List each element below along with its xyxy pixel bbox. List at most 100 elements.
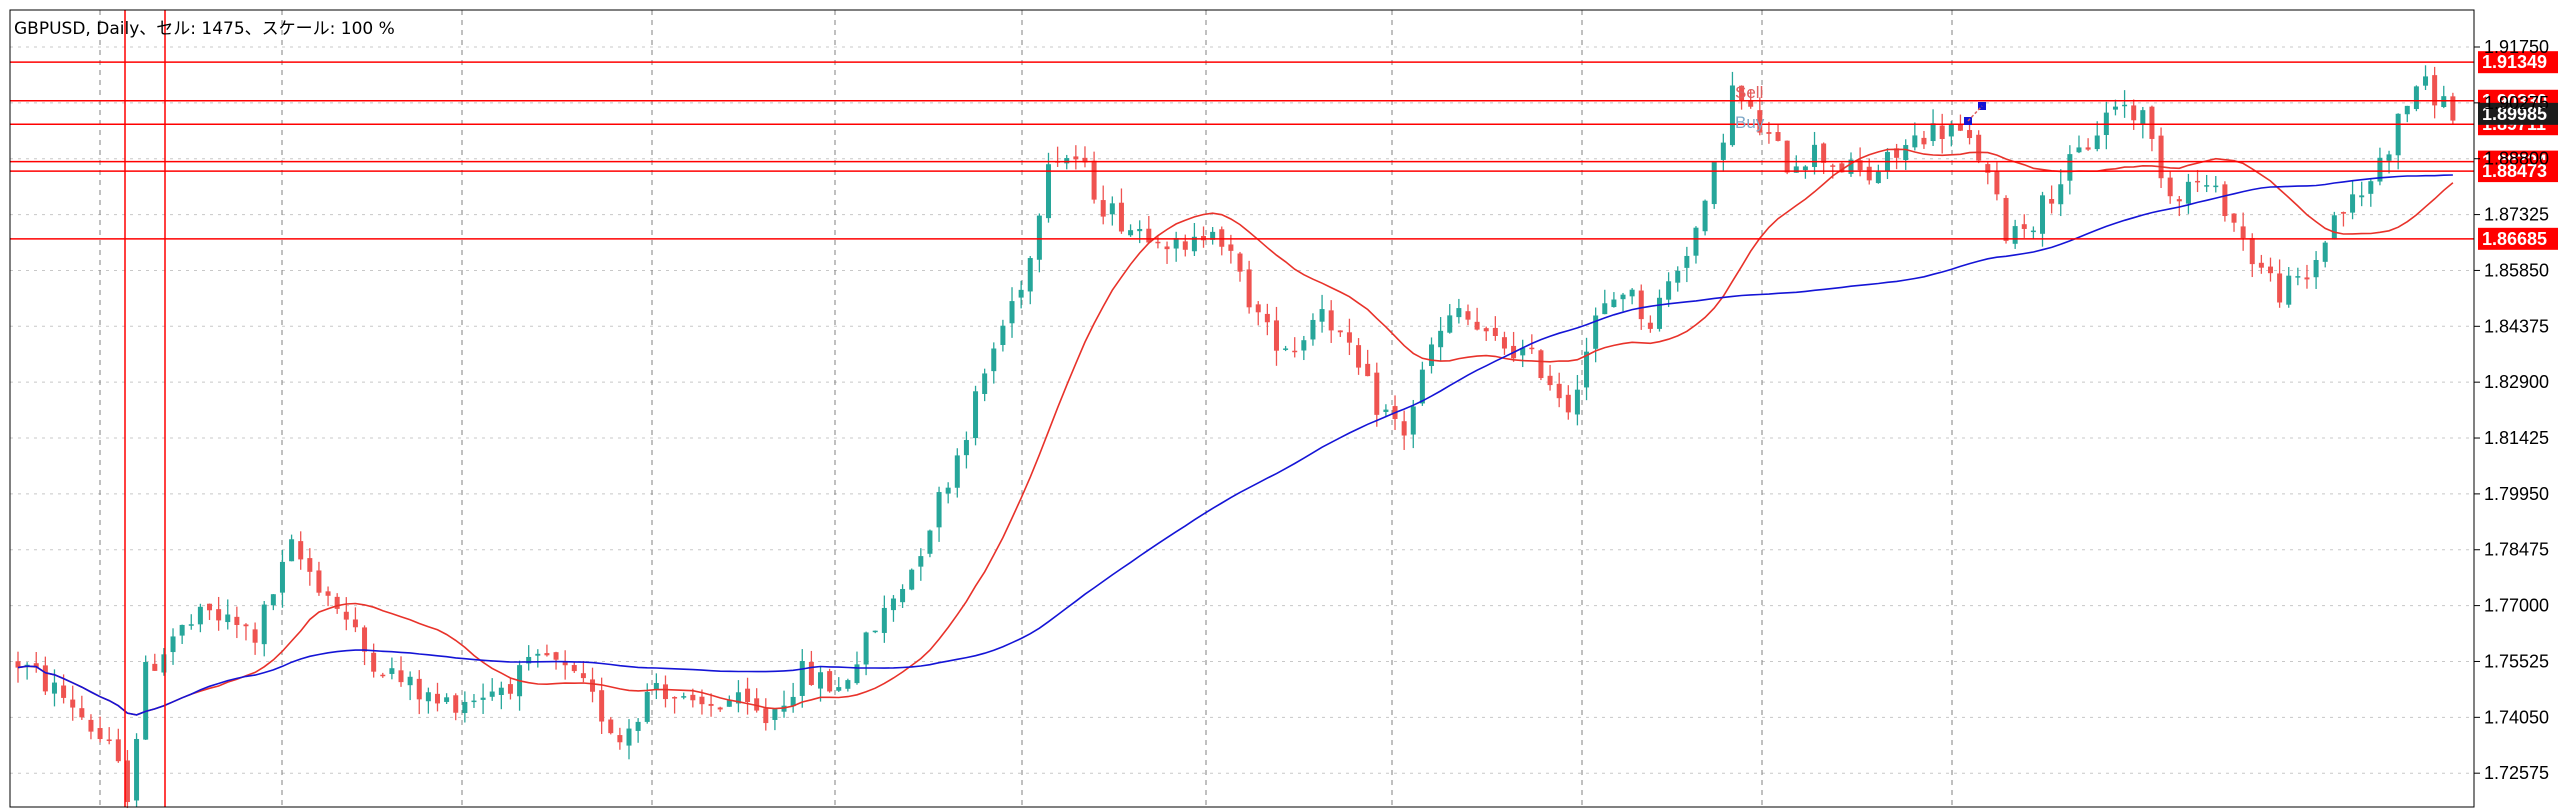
candle-body (1474, 321, 1480, 330)
candle-body (772, 708, 778, 720)
candle-body (1447, 315, 1453, 333)
candle-body (818, 672, 824, 689)
timeframe-label: Daily (96, 19, 140, 39)
horizontal-levels[interactable]: 1.913491.903301.897111.887241.884731.866… (10, 10, 2558, 807)
ma-slow-line (17, 174, 2453, 716)
candle-body (2122, 104, 2128, 107)
candle-body (106, 739, 112, 742)
candle-body (1957, 124, 1963, 131)
candle-body (1620, 294, 1626, 300)
candle-body (325, 591, 331, 596)
candle-body (535, 653, 541, 656)
candle-body (1894, 148, 1900, 158)
candle-body (1219, 229, 1225, 247)
candle-body (453, 695, 459, 713)
candle-body (2012, 226, 2018, 244)
candle-body (2085, 147, 2091, 150)
candle-body (1137, 228, 1143, 232)
y-tick-label: 1.87325 (2484, 205, 2549, 225)
candle-body (2368, 181, 2374, 194)
candle-body (1520, 347, 1526, 356)
candle-body (1337, 330, 1343, 333)
candle-body (2386, 154, 2392, 161)
candle-body (252, 629, 258, 643)
candle-body (735, 692, 741, 704)
candle-body (1547, 375, 1553, 386)
y-tick-label: 1.82900 (2484, 372, 2549, 392)
current-price-label: 1.89985 (2482, 104, 2547, 124)
candle-body (2450, 96, 2456, 121)
candle-body (1483, 328, 1489, 332)
candle-body (1647, 322, 1653, 329)
candle-body (1164, 246, 1170, 250)
y-tick-label: 1.78475 (2484, 540, 2549, 560)
candle-body (1666, 281, 1672, 300)
candle-body (1210, 231, 1216, 240)
candle-body (197, 606, 203, 625)
grid (10, 10, 2474, 807)
candle-body (1374, 372, 1380, 415)
candle-body (70, 699, 76, 708)
candle-body (334, 596, 340, 609)
candle-body (1000, 325, 1006, 345)
candle-body (2377, 157, 2383, 182)
trade-link-line (1967, 105, 1983, 122)
candle-body (1866, 166, 1872, 181)
candle-body (2423, 76, 2429, 86)
candle-body (2040, 195, 2046, 234)
candle-body (2277, 273, 2283, 303)
candle-body (33, 663, 39, 668)
candle-body (2413, 86, 2419, 110)
candle-body (471, 700, 477, 703)
header-separator: , (85, 19, 97, 39)
candle-body (380, 674, 386, 677)
candle-body (234, 616, 240, 625)
candle-body (1939, 125, 1945, 140)
candle-body (1720, 142, 1726, 160)
candle-body (2140, 110, 2146, 124)
candle-body (1501, 337, 1507, 349)
candle-body (1383, 409, 1389, 412)
candle-body (1118, 202, 1124, 232)
candle-body (872, 630, 878, 633)
candle-body (188, 624, 194, 626)
candle-body (51, 682, 57, 694)
candle-body (343, 611, 349, 620)
candle-body (2350, 194, 2356, 213)
sell-marker-label: Sell (1735, 83, 1763, 102)
candle-body (1711, 161, 1717, 205)
candle-body (1283, 348, 1289, 350)
candle-body (207, 603, 213, 611)
candle-body (854, 664, 860, 684)
candle-body (97, 728, 103, 740)
candle-body (2231, 213, 2237, 223)
candle-body (498, 687, 504, 695)
candle-body (143, 662, 149, 740)
candle-body (398, 670, 404, 683)
candle-body (617, 735, 623, 743)
candle-body (1848, 159, 1854, 174)
candle-body (1365, 363, 1371, 377)
candle-body (270, 594, 276, 606)
candle-body (2176, 199, 2182, 202)
buy-marker-label: Buy (1735, 113, 1765, 132)
candle-body (1675, 270, 1681, 283)
candle-body (626, 728, 632, 746)
candle-body (580, 673, 586, 679)
candle-body (2258, 262, 2264, 268)
candle-body (1903, 145, 1909, 161)
candle-body (1757, 110, 1763, 133)
candle-body (2222, 184, 2228, 217)
candle-body (699, 696, 705, 705)
candle-body (2286, 275, 2292, 305)
candle-body (2240, 226, 2246, 239)
candle-body (1346, 332, 1352, 343)
level-label-bg (2478, 51, 2558, 74)
candle-body (2340, 212, 2346, 214)
candle-body (690, 694, 696, 701)
candle-body (1018, 289, 1024, 298)
candle-body (389, 668, 395, 674)
